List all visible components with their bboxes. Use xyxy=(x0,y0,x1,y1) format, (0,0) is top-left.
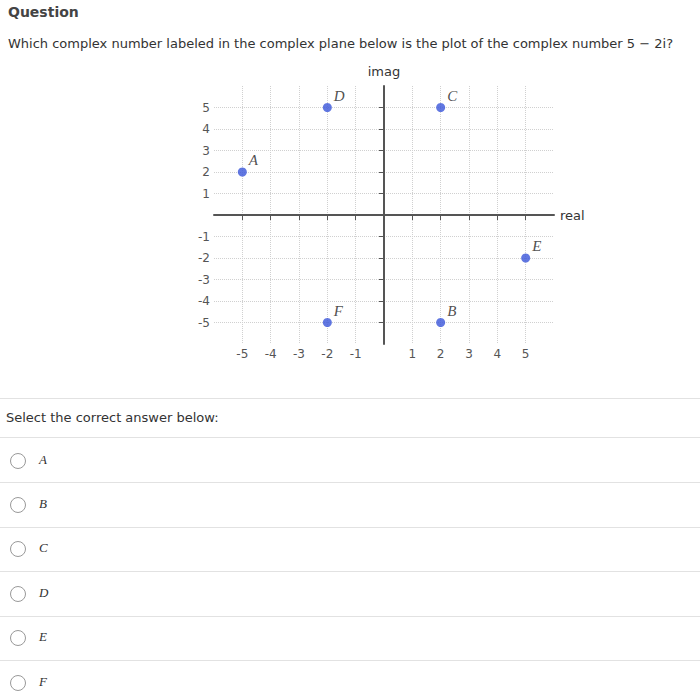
svg-text:-1: -1 xyxy=(350,347,362,360)
html-text:F: F xyxy=(39,674,47,689)
svg-text:-4: -4 xyxy=(265,347,277,360)
html-text:Select the correct answer belo: Select the correct answer below: xyxy=(6,410,219,425)
svg-text:B: B xyxy=(447,303,456,319)
svg-text:3: 3 xyxy=(202,144,210,158)
svg-text:-3: -3 xyxy=(293,347,305,360)
svg-text:1: 1 xyxy=(202,187,210,201)
html-text:B: B xyxy=(39,496,47,511)
svg-text:real: real xyxy=(560,208,585,223)
svg-text:-5: -5 xyxy=(236,347,248,360)
html-text:D: D xyxy=(39,585,49,600)
svg-text:3: 3 xyxy=(465,347,473,360)
html-text:C: C xyxy=(39,540,48,555)
svg-text:5: 5 xyxy=(202,101,210,115)
html-text:Question: Question xyxy=(8,4,79,20)
svg-text:1: 1 xyxy=(409,347,417,360)
html-text:Which complex number labeled i: Which complex number labeled in the comp… xyxy=(8,36,674,51)
svg-text:C: C xyxy=(447,88,458,104)
svg-text:-2: -2 xyxy=(198,251,210,265)
svg-text:A: A xyxy=(248,152,259,168)
svg-text:-2: -2 xyxy=(321,347,333,360)
svg-text:E: E xyxy=(531,238,541,254)
svg-text:-1: -1 xyxy=(198,230,210,244)
html-text:E: E xyxy=(39,629,47,644)
html-text:A: A xyxy=(39,452,47,467)
svg-text:D: D xyxy=(333,88,345,104)
svg-text:5: 5 xyxy=(522,347,530,360)
svg-text:2: 2 xyxy=(202,165,210,179)
svg-text:-3: -3 xyxy=(198,273,210,287)
svg-text:imag: imag xyxy=(368,64,401,79)
svg-text:-4: -4 xyxy=(198,294,210,308)
svg-text:4: 4 xyxy=(202,122,210,136)
svg-text:-5: -5 xyxy=(198,316,210,330)
svg-text:4: 4 xyxy=(494,347,502,360)
svg-text:2: 2 xyxy=(437,347,445,360)
svg-text:F: F xyxy=(333,303,344,319)
